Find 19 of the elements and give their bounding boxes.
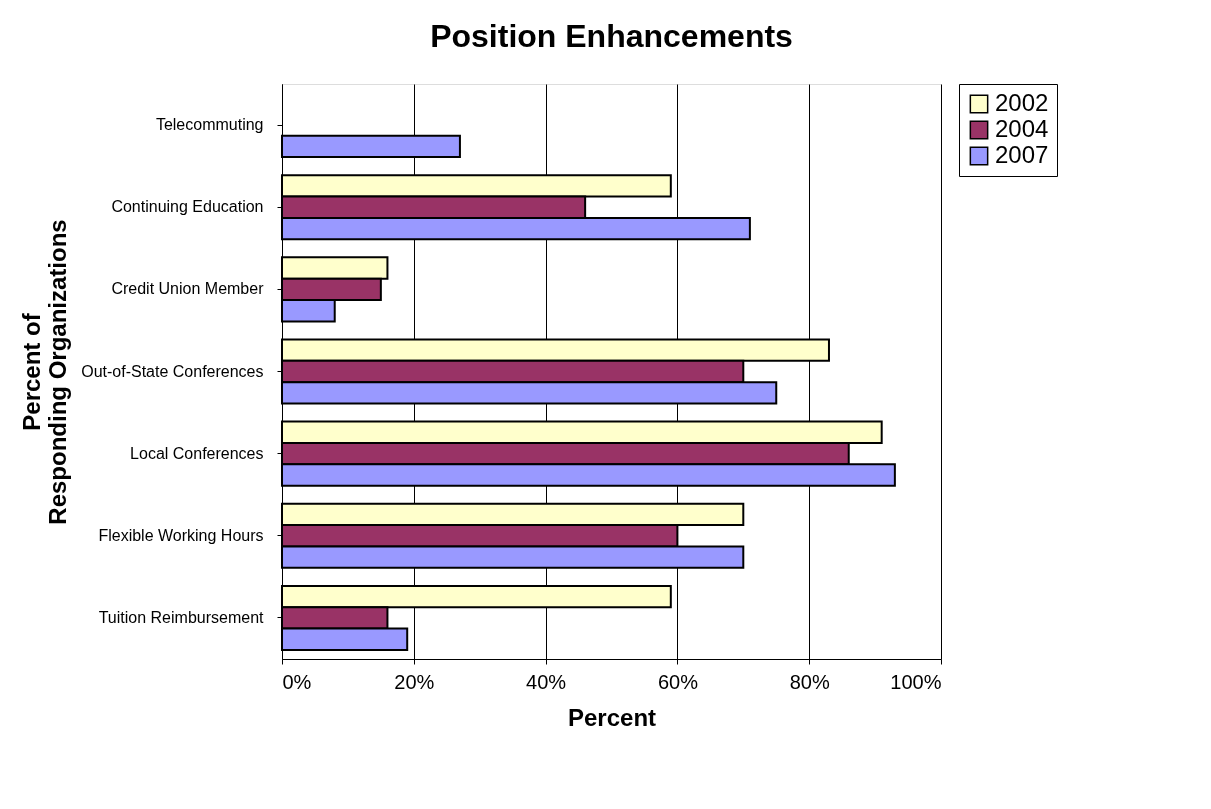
x-axis-title: Percent	[567, 703, 657, 731]
y-tick-label: Continuing Education	[111, 198, 264, 216]
y-axis-title: Percent of Responding Organizations	[17, 219, 71, 525]
y-tick-label: Credit Union Member	[111, 280, 265, 298]
x-tick-label: 0%	[282, 670, 312, 693]
x-tick-label: 40%	[526, 670, 567, 693]
legend-label: 2007	[995, 141, 1049, 168]
x-tick-label: 60%	[657, 670, 699, 693]
y-tick-label: Tuition Reimbursement	[98, 608, 265, 626]
chart-title: Position Enhancements	[430, 17, 793, 54]
legend-label: 2004	[995, 115, 1049, 142]
y-tick-label: Flexible Working Hours	[98, 526, 264, 544]
x-tick-label: 100%	[890, 670, 942, 693]
x-tick-label: 20%	[394, 670, 435, 693]
y-tick-label: Telecommuting	[155, 116, 264, 134]
legend-label: 2002	[995, 89, 1049, 116]
y-tick-label: Local Conferences	[130, 444, 264, 462]
y-tick-label: Out-of-State Conferences	[81, 362, 264, 380]
x-tick-label: 80%	[789, 670, 830, 693]
